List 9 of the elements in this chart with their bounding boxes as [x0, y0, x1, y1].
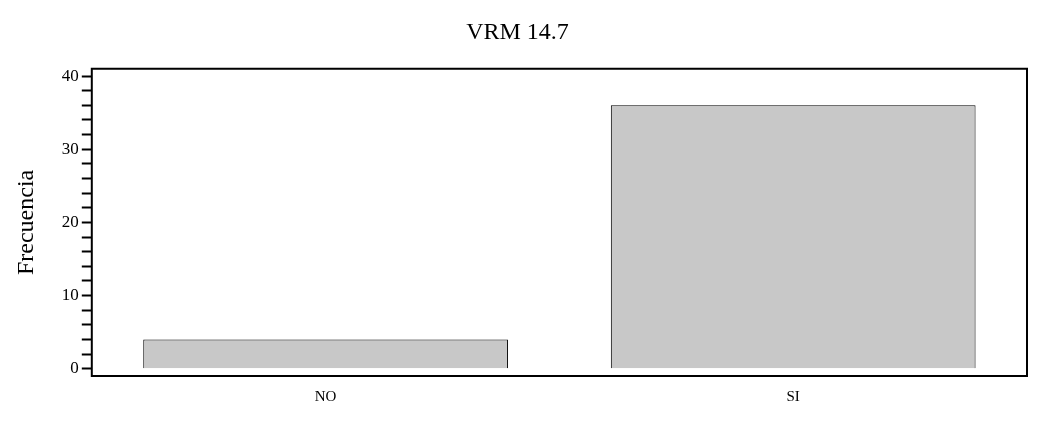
- chart-title: VRM 14.7: [466, 17, 569, 44]
- y-tick-label: 20: [61, 211, 79, 231]
- y-axis-title: Frecuencia: [11, 169, 38, 276]
- x-tick-label: NO: [314, 387, 337, 404]
- y-tick-label: 10: [61, 285, 79, 305]
- x-tick-label: SI: [786, 387, 800, 404]
- y-tick-label: 30: [61, 138, 79, 158]
- y-tick-label: 40: [61, 65, 79, 85]
- y-tick-label: 0: [70, 358, 79, 378]
